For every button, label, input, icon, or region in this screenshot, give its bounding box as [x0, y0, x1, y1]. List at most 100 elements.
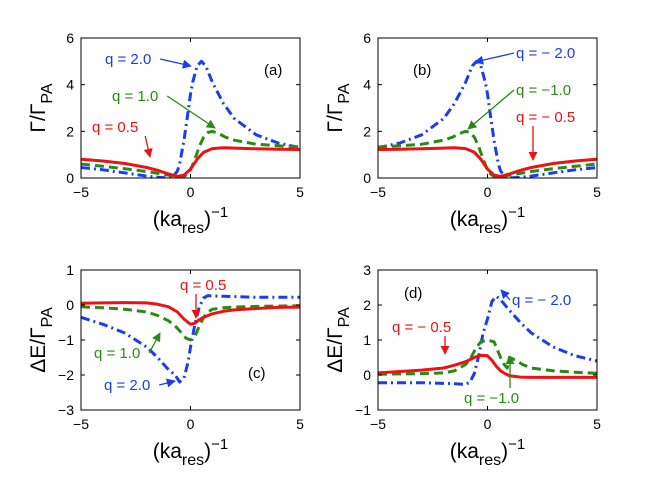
x-label-subscript: res — [182, 452, 204, 469]
y-tick-label: 0 — [363, 367, 371, 383]
series-annotation: q = 1.0 — [112, 88, 158, 105]
series-line-3 — [81, 146, 300, 178]
x-tick-label: 5 — [296, 184, 304, 200]
series-line-2 — [378, 129, 597, 178]
y-axis-label: ΔE/ΓPA — [27, 307, 56, 373]
series-annotation: q = − 2.0 — [516, 45, 575, 62]
annotation-arrow — [467, 89, 515, 130]
panel-c: −5 0 5−3−2−101(kares)−1ΔE/ΓPA(c)q = 0.5q =… — [27, 262, 304, 469]
annotation-arrow — [474, 52, 515, 65]
y-tick-label: 4 — [66, 77, 74, 93]
y-label-subscript: PA — [39, 307, 56, 327]
series-annotation: q = −1.0 — [464, 390, 519, 407]
series-annotation: q = 0.5 — [92, 119, 138, 136]
y-tick-label: 0 — [66, 170, 74, 186]
x-label-close: ) — [501, 440, 508, 463]
y-label-base: Γ/Γ — [27, 104, 50, 133]
x-tick-label: 0 — [187, 184, 195, 200]
annotation-arrow — [500, 289, 511, 301]
panel-label: (c) — [248, 365, 266, 382]
x-label-close: ) — [204, 440, 211, 463]
annotation-arrow — [148, 332, 161, 354]
x-tick-label: 5 — [296, 416, 304, 432]
annotation-arrow — [160, 58, 192, 69]
x-tick-label: −5 — [370, 416, 386, 432]
x-tick-label: −5 — [370, 184, 386, 200]
x-axis-label: (kares)−1 — [450, 436, 526, 469]
x-label-subscript: res — [479, 220, 501, 237]
panel-label: (d) — [404, 285, 422, 302]
y-tick-label: −2 — [58, 367, 74, 383]
y-tick-label: 4 — [363, 77, 371, 93]
panel-label: (a) — [264, 62, 282, 79]
series-annotation: q = − 0.5 — [392, 319, 451, 336]
x-tick-label: 0 — [484, 184, 492, 200]
series-line-2 — [378, 338, 597, 376]
x-label-superscript: −1 — [508, 436, 525, 453]
y-tick-label: −1 — [355, 402, 371, 418]
y-tick-label: 6 — [363, 30, 371, 46]
x-label-subscript: res — [182, 220, 204, 237]
series-annotation: q = − 0.5 — [516, 109, 575, 126]
y-tick-label: 2 — [66, 123, 74, 139]
y-axis-label: Γ/ΓPA — [324, 83, 353, 132]
x-tick-label: 0 — [484, 416, 492, 432]
series-annotation: q = 1.0 — [94, 345, 140, 362]
series-line-1 — [378, 59, 597, 178]
x-axis-label: (kares)−1 — [153, 204, 229, 237]
series-line-1 — [81, 59, 300, 178]
series-annotation: q = − 2.0 — [512, 292, 571, 309]
y-axis-label: ΔE/ΓPA — [324, 307, 353, 373]
y-label-base: ΔE/Γ — [324, 327, 347, 372]
series-annotation: q = 2.0 — [105, 51, 151, 68]
x-label-close: ) — [204, 208, 211, 231]
annotation-arrow — [166, 95, 216, 129]
series-line-3 — [378, 353, 597, 379]
y-axis-label: Γ/ΓPA — [27, 83, 56, 132]
x-label-base: (ka — [450, 440, 479, 463]
x-label-close: ) — [501, 208, 508, 231]
series-line-2 — [81, 129, 300, 178]
panel-label: (b) — [413, 62, 431, 79]
y-label-subscript: PA — [39, 83, 56, 103]
x-label-base: (ka — [450, 208, 479, 231]
y-tick-label: 3 — [363, 262, 371, 278]
x-tick-label: 0 — [187, 416, 195, 432]
series-line-1 — [378, 294, 597, 386]
x-label-base: (ka — [153, 440, 182, 463]
x-label-superscript: −1 — [211, 436, 228, 453]
y-tick-label: 2 — [363, 123, 371, 139]
series-annotation: q = 0.5 — [180, 277, 226, 294]
y-tick-label: 6 — [66, 30, 74, 46]
x-tick-label: −5 — [73, 416, 89, 432]
y-tick-label: 2 — [363, 297, 371, 313]
x-label-superscript: −1 — [211, 204, 228, 221]
y-tick-label: −3 — [58, 402, 74, 418]
series-line-3 — [81, 301, 300, 326]
x-tick-label: 5 — [593, 416, 601, 432]
x-axis-label: (kares)−1 — [153, 436, 229, 469]
x-label-subscript: res — [479, 452, 501, 469]
x-tick-label: −5 — [73, 184, 89, 200]
x-label-superscript: −1 — [508, 204, 525, 221]
y-tick-label: 1 — [363, 332, 371, 348]
y-tick-label: −1 — [58, 332, 74, 348]
series-line-3 — [378, 146, 597, 178]
annotation-arrow — [159, 378, 176, 388]
y-label-subscript: PA — [336, 307, 353, 327]
series-annotation: q = −1.0 — [516, 82, 571, 99]
y-tick-label: 0 — [363, 170, 371, 186]
y-tick-label: 1 — [66, 262, 74, 278]
x-label-base: (ka — [153, 208, 182, 231]
y-label-subscript: PA — [336, 83, 353, 103]
annotation-arrow — [143, 135, 153, 158]
series-annotation: q = 2.0 — [104, 377, 150, 394]
x-axis-label: (kares)−1 — [450, 204, 526, 237]
x-tick-label: 5 — [593, 184, 601, 200]
y-label-base: Γ/Γ — [324, 104, 347, 133]
y-label-base: ΔE/Γ — [27, 327, 50, 372]
